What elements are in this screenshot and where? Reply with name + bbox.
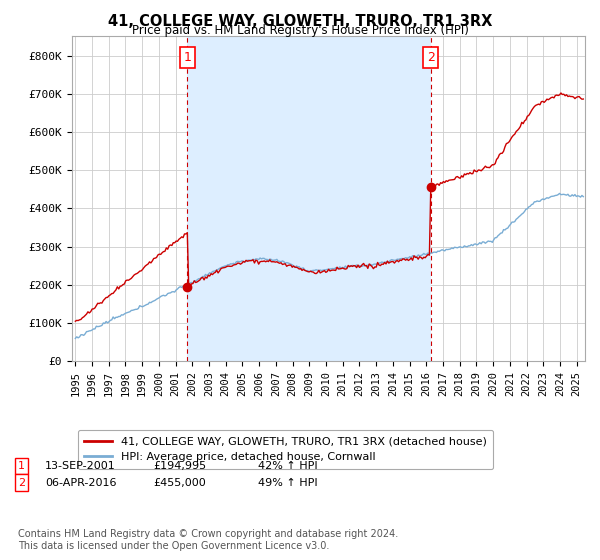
Text: Contains HM Land Registry data © Crown copyright and database right 2024.
This d: Contains HM Land Registry data © Crown c… [18, 529, 398, 551]
Text: £194,995: £194,995 [153, 461, 206, 471]
Text: 2: 2 [427, 51, 435, 64]
Text: 13-SEP-2001: 13-SEP-2001 [45, 461, 116, 471]
Text: £455,000: £455,000 [153, 478, 206, 488]
Text: 49% ↑ HPI: 49% ↑ HPI [258, 478, 317, 488]
Legend: 41, COLLEGE WAY, GLOWETH, TRURO, TR1 3RX (detached house), HPI: Average price, d: 41, COLLEGE WAY, GLOWETH, TRURO, TR1 3RX… [77, 430, 493, 469]
Text: 41, COLLEGE WAY, GLOWETH, TRURO, TR1 3RX: 41, COLLEGE WAY, GLOWETH, TRURO, TR1 3RX [108, 14, 492, 29]
Text: 2: 2 [18, 478, 25, 488]
Text: 1: 1 [184, 51, 191, 64]
Text: 06-APR-2016: 06-APR-2016 [45, 478, 116, 488]
Text: Price paid vs. HM Land Registry's House Price Index (HPI): Price paid vs. HM Land Registry's House … [131, 24, 469, 37]
Text: 1: 1 [18, 461, 25, 471]
Bar [187, 36, 431, 361]
Text: 42% ↑ HPI: 42% ↑ HPI [258, 461, 317, 471]
